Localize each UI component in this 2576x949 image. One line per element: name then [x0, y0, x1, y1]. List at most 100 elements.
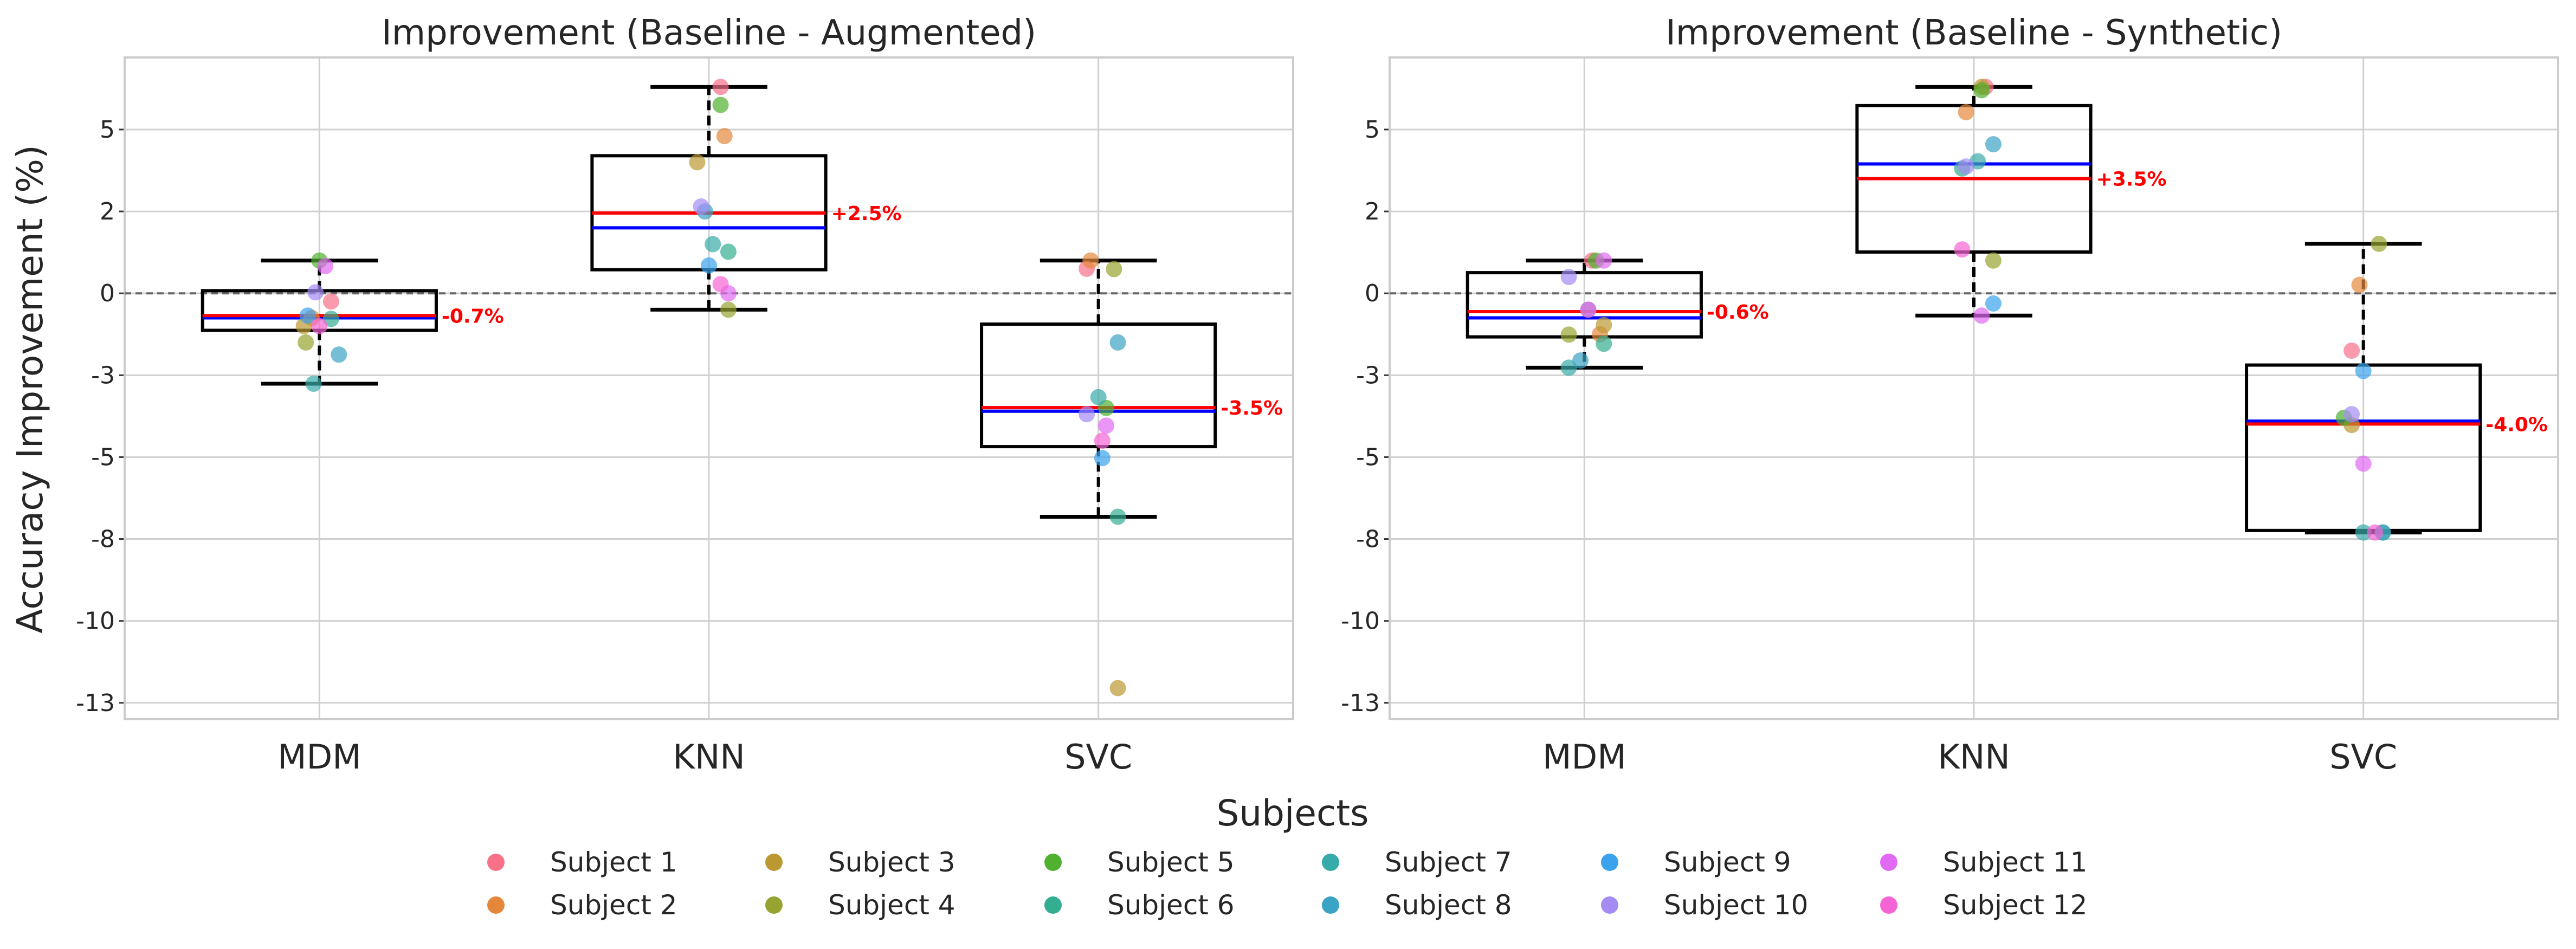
- data-point-subject-9: [1094, 450, 1111, 467]
- median-annotation: -0.7%: [442, 305, 504, 327]
- legend-item-subject-2: Subject 2: [487, 889, 677, 921]
- data-point-subject-5: [1973, 82, 1990, 99]
- data-point-subject-12: [1580, 301, 1597, 318]
- legend-marker: [765, 896, 783, 914]
- legend-label: Subject 9: [1664, 847, 1791, 878]
- iqr-box: [1465, 271, 1703, 339]
- legend-label: Subject 10: [1664, 889, 1808, 921]
- data-point-subject-6: [322, 311, 339, 327]
- data-point-subject-10: [2343, 406, 2360, 423]
- legend-marker: [1322, 896, 1339, 914]
- y-tick-label: 0: [1365, 280, 1380, 307]
- legend-marker: [1044, 896, 1062, 914]
- y-tick-label: -8: [1356, 526, 1380, 553]
- panel-2: 5 2 0 -3 -5 -8 -10 -13 MDM KNN SVC Improvement (Bas…: [1341, 13, 2559, 777]
- legend-marker: [765, 854, 783, 871]
- legend-label: Subject 3: [828, 847, 955, 878]
- y-tick-label: 5: [1365, 116, 1380, 144]
- y-tick-label: -5: [1356, 443, 1380, 471]
- axes-frame: [124, 56, 1294, 720]
- legend-item-subject-11: Subject 11: [1880, 847, 2087, 878]
- data-point-subject-6: [1109, 508, 1126, 525]
- x-tick-label: SVC: [2329, 737, 2397, 777]
- data-point-subject-3: [689, 154, 706, 171]
- y-tick-label: -10: [76, 608, 115, 635]
- y-tick-label: -13: [1341, 689, 1380, 717]
- median-annotation: -3.5%: [1221, 397, 1283, 419]
- data-point-subject-4: [2371, 235, 2387, 252]
- data-point-subject-3: [1109, 680, 1126, 696]
- legend-item-subject-4: Subject 4: [765, 889, 955, 921]
- box-svc: -4.0%: [2245, 235, 2548, 541]
- legend-title: Subjects: [1216, 792, 1368, 834]
- data-point-subject-7: [2355, 524, 2372, 541]
- median-annotation: +3.5%: [2096, 169, 2167, 191]
- data-point-subject-11: [1098, 417, 1115, 434]
- legend-item-subject-10: Subject 10: [1601, 889, 1808, 921]
- x-tick-label: MDM: [277, 737, 361, 777]
- legend-label: Subject 12: [1943, 889, 2087, 921]
- data-point-subject-7: [305, 376, 322, 392]
- legend-label: Subject 6: [1107, 889, 1235, 921]
- data-point-subject-5: [712, 96, 729, 113]
- data-point-subject-11: [1596, 252, 1612, 269]
- legend-label: Subject 5: [1107, 847, 1235, 878]
- legend-item-subject-12: Subject 12: [1880, 889, 2087, 921]
- y-tick-label: 2: [1365, 198, 1380, 225]
- legend-item-subject-7: Subject 7: [1322, 847, 1512, 878]
- data-point-subject-12: [311, 318, 328, 334]
- data-point-subject-10: [307, 284, 324, 301]
- box-svc: -3.5%: [980, 252, 1283, 696]
- data-point-subject-7: [1090, 389, 1107, 405]
- data-point-subject-12: [712, 276, 729, 293]
- data-point-subject-11: [1973, 307, 1990, 324]
- data-point-subject-4: [1560, 326, 1577, 343]
- data-point-subject-4: [720, 301, 737, 318]
- legend-marker: [1601, 896, 1618, 914]
- legend: Subject 1 Subject 2 Subject 3 Subject 4 Subj…: [487, 847, 2087, 921]
- data-point-subject-9: [701, 257, 717, 274]
- panel-1: 5 2 0 -3 -5 -8 -10 -13 MDM KNN SVC Improvement (Bas…: [76, 13, 1294, 777]
- box-mdm: -0.6%: [1465, 252, 1769, 376]
- y-tick-label: -3: [91, 361, 115, 389]
- median-annotation: -4.0%: [2485, 414, 2548, 436]
- legend-marker: [1880, 854, 1897, 871]
- panel-title: Improvement (Baseline - Augmented): [382, 13, 1036, 53]
- legend-label: Subject 8: [1385, 889, 1512, 921]
- data-point-subject-2: [1958, 104, 1974, 120]
- y-tick-label: -8: [91, 526, 115, 553]
- box-knn: +2.5%: [590, 79, 902, 318]
- data-point-subject-9: [1985, 295, 2002, 312]
- x-tick-label: KNN: [673, 737, 745, 777]
- y-tick-label: -3: [1356, 361, 1380, 389]
- legend-label: Subject 11: [1943, 847, 2087, 878]
- data-point-subject-9: [2355, 363, 2372, 379]
- data-point-subject-10: [1560, 268, 1577, 285]
- legend-label: Subject 1: [550, 847, 677, 878]
- legend-item-subject-5: Subject 5: [1044, 847, 1235, 878]
- data-point-subject-4: [298, 334, 314, 351]
- data-point-subject-10: [1958, 158, 1974, 175]
- legend-marker: [487, 854, 505, 871]
- data-point-subject-10: [1079, 406, 1095, 423]
- data-point-subject-12: [1954, 241, 1971, 258]
- legend-marker: [1322, 854, 1339, 871]
- data-point-subject-9: [299, 307, 316, 324]
- median-annotation: +2.5%: [831, 203, 902, 225]
- y-tick-label: 5: [100, 116, 115, 144]
- data-point-subject-6: [720, 243, 737, 260]
- y-axis-label: Accuracy Improvement (%): [9, 145, 51, 633]
- axes-frame: [1389, 56, 2559, 720]
- data-point-subject-3: [1596, 317, 1612, 333]
- y-tick-label: -13: [76, 689, 115, 717]
- data-point-subject-8: [1109, 334, 1126, 351]
- legend-marker: [1044, 854, 1062, 871]
- data-point-subject-11: [2355, 455, 2372, 472]
- legend-marker: [487, 896, 505, 914]
- data-point-subject-10: [693, 198, 709, 215]
- x-tick-label: MDM: [1542, 737, 1626, 777]
- data-point-subject-6: [1596, 335, 1612, 352]
- data-point-subject-1: [712, 79, 729, 95]
- median-annotation: -0.6%: [1707, 301, 1769, 324]
